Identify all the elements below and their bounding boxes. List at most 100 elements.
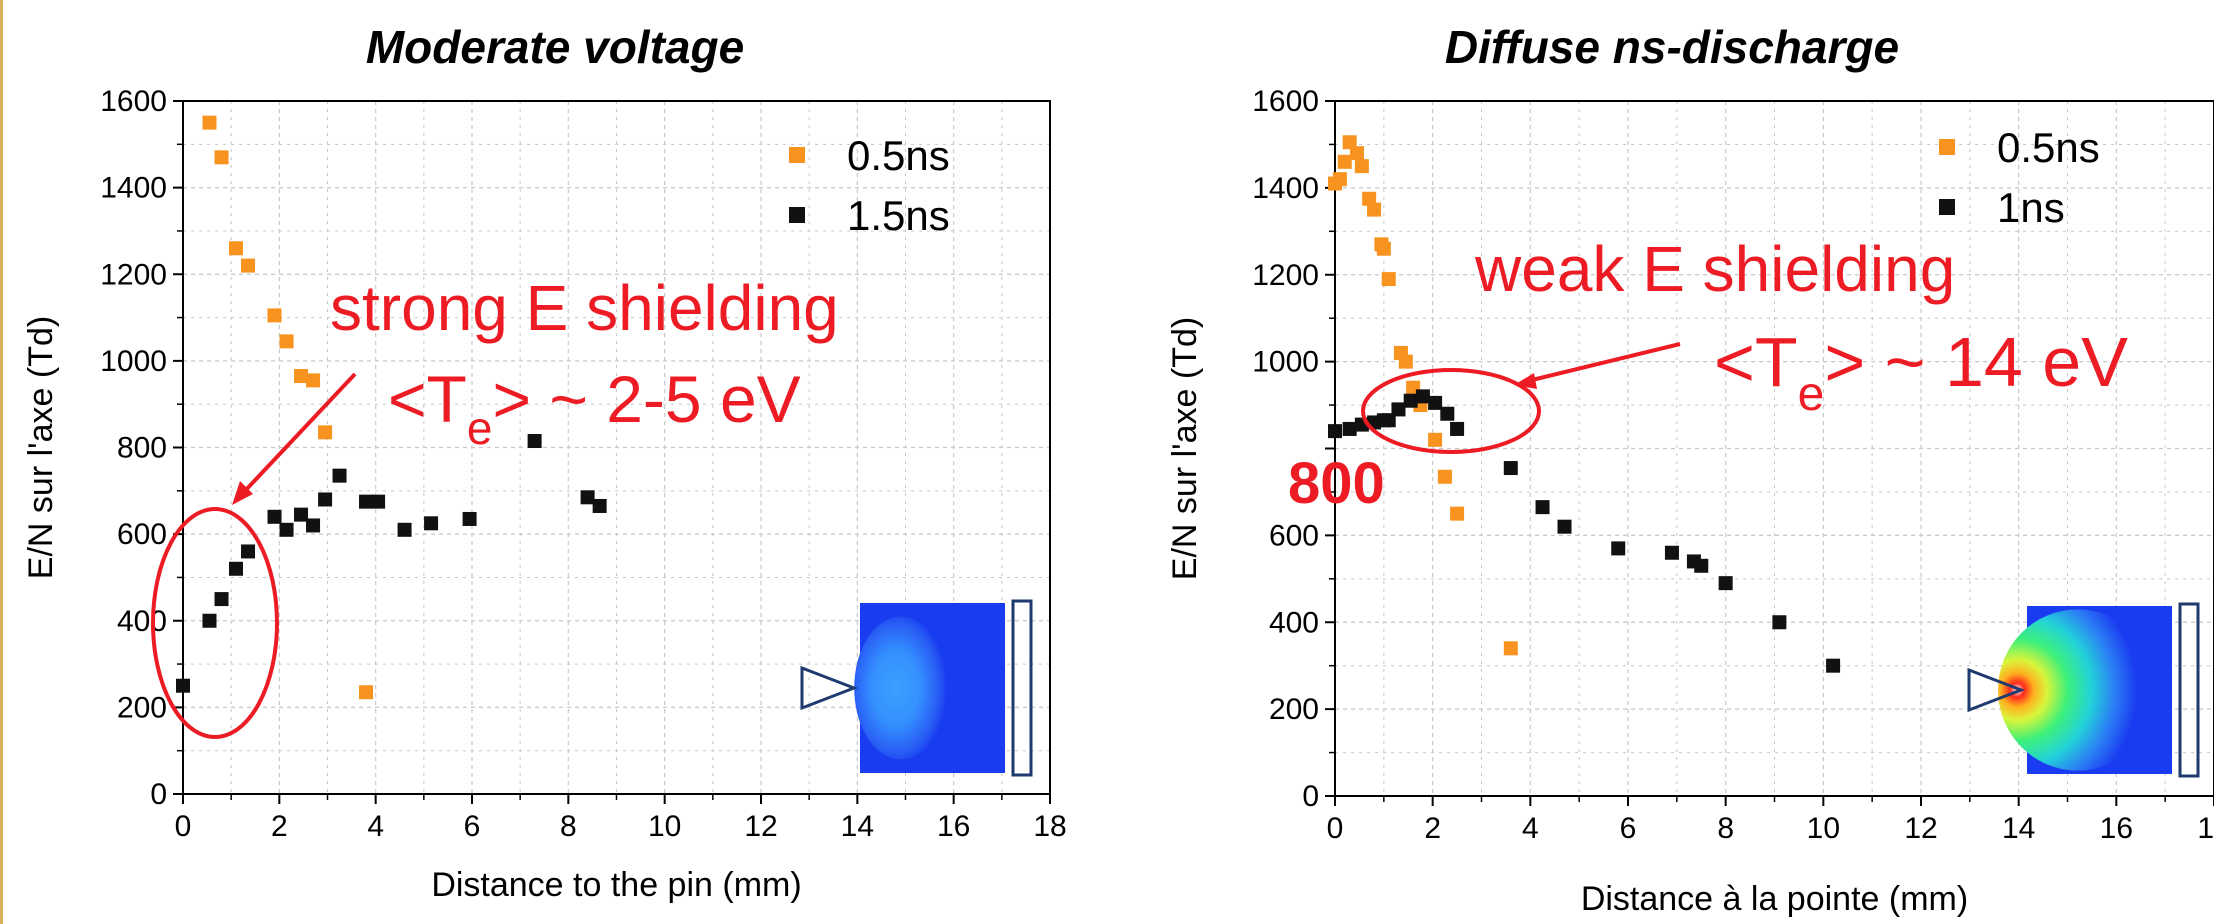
data-point-black <box>1428 395 1443 410</box>
annotation-arrow-line <box>241 372 357 495</box>
data-point-black <box>424 516 439 531</box>
plane-electrode-icon <box>2178 602 2200 778</box>
legend-marker <box>1939 199 1955 215</box>
chart-panel-diffuse-ns-discharge: Diffuse ns-discharge 0 2 4 6 8 10 12 14 16 18 0 200… <box>1130 0 2214 924</box>
pin-electrode-icon <box>1967 667 2026 713</box>
legend-label: 0.5ns <box>847 132 950 179</box>
x-axis-title: Distance to the pin (mm) <box>431 866 801 904</box>
left-accent-line <box>0 0 3 924</box>
annotation-arrow-line <box>1527 342 1681 383</box>
data-point-orange <box>267 308 282 323</box>
data-point-black <box>1440 406 1455 421</box>
data-point-orange <box>1376 241 1391 256</box>
x-tick-label: 14 <box>2002 812 2035 845</box>
legend-label: 1.5ns <box>847 192 950 239</box>
data-point-orange <box>1337 154 1352 169</box>
y-tick-label: 200 <box>117 691 167 724</box>
data-point-orange <box>1349 146 1364 161</box>
legend-marker <box>789 147 805 163</box>
legend-label: 1ns <box>1997 184 2065 231</box>
data-point-black <box>241 544 256 559</box>
data-point-black <box>1557 519 1572 534</box>
annotation-ellipse <box>151 507 279 739</box>
data-point-orange <box>214 150 229 165</box>
data-point-black <box>1403 393 1418 408</box>
y-tick-label: 0 <box>1302 780 1319 813</box>
data-point-black <box>1772 615 1787 630</box>
data-point-black <box>214 592 229 607</box>
annotation-ellipse <box>1361 368 1541 454</box>
data-point-orange <box>1381 272 1396 287</box>
y-tick-label: 600 <box>117 518 167 551</box>
y-tick-label: 400 <box>1269 606 1319 639</box>
data-point-black <box>1718 576 1733 591</box>
data-point-black <box>306 518 321 533</box>
data-point-black <box>371 494 386 509</box>
annotation-arrowhead <box>232 481 253 505</box>
x-tick-label: 2 <box>271 810 288 843</box>
te-prefix: <T <box>388 362 467 436</box>
y-tick-label: 1000 <box>100 345 167 378</box>
y-tick-label: 800 <box>117 432 167 465</box>
data-point-black <box>1664 545 1679 560</box>
chart-diffuse-ns-discharge: 0 2 4 6 8 10 12 14 16 18 0 200 400 600 1000 1200 1400 160… <box>1166 85 2214 918</box>
y-axis-title: E/N sur l'axe (Td) <box>22 316 60 579</box>
data-point-black <box>592 498 607 513</box>
x-tick-label: 12 <box>744 810 777 843</box>
y-axis-title: E/N sur l'axe (Td) <box>1166 317 1204 580</box>
y-tick-label: 1000 <box>1252 346 1319 379</box>
data-point-orange <box>279 334 294 349</box>
data-point-orange <box>241 258 256 273</box>
y-tick-label: 200 <box>1269 693 1319 726</box>
data-point-orange <box>306 373 321 388</box>
simulation-inset <box>1967 602 2200 778</box>
y-tick-label: 1200 <box>100 258 167 291</box>
x-tick-label: 6 <box>1620 812 1637 845</box>
te-subscript: e <box>1798 368 1825 421</box>
data-point-orange <box>202 115 217 130</box>
te-suffix: > ~ 14 eV <box>1824 323 2128 401</box>
data-point-black <box>267 509 282 524</box>
annotation-weak-shielding: weak E shielding <box>1474 233 1955 305</box>
x-tick-label: 16 <box>937 810 970 843</box>
y-tick-label: 400 <box>117 605 167 638</box>
field-map-plume <box>1998 609 2158 771</box>
x-tick-label: 8 <box>1717 812 1734 845</box>
y-tick-label: 1600 <box>1252 85 1319 118</box>
x-tick-label: 14 <box>841 810 874 843</box>
x-tick-label: 0 <box>175 810 192 843</box>
x-tick-label: 10 <box>1807 812 1840 845</box>
chart-moderate-voltage: 0 2 4 6 8 10 12 14 16 18 0 200 400 600 800 1000 1200 1400… <box>22 85 1067 904</box>
simulation-inset <box>800 599 1033 777</box>
data-point-black <box>580 490 595 505</box>
data-point-orange <box>1503 641 1518 656</box>
data-point-black <box>176 678 190 693</box>
data-point-black <box>228 561 243 576</box>
data-point-orange <box>294 369 309 384</box>
x-axis-title: Distance à la pointe (mm) <box>1581 880 1968 918</box>
data-point-black <box>397 522 412 537</box>
data-point-orange <box>318 425 333 440</box>
data-point-black <box>1391 402 1406 417</box>
annotation-arrowhead <box>1514 373 1537 389</box>
data-point-orange <box>1428 432 1443 447</box>
data-point-black <box>1342 421 1357 436</box>
data-point-black <box>202 613 217 628</box>
plane-electrode-icon <box>1011 599 1033 777</box>
y-tick-label: 600 <box>1269 519 1319 552</box>
data-point-black <box>318 492 333 507</box>
y-tick-label: 1400 <box>1252 172 1319 205</box>
data-point-orange <box>1398 354 1413 369</box>
data-point-orange <box>228 241 243 256</box>
data-point-orange <box>359 685 374 700</box>
x-tick-label: 18 <box>2197 812 2214 845</box>
data-point-black <box>1826 658 1841 673</box>
x-tick-label: 18 <box>1033 810 1066 843</box>
data-point-orange <box>1367 202 1382 217</box>
data-point-black <box>1328 424 1342 439</box>
data-point-black <box>1694 558 1709 573</box>
data-point-orange <box>1354 159 1369 174</box>
y-tick-label: 1200 <box>1252 259 1319 292</box>
data-point-black <box>527 434 542 449</box>
data-point-black <box>1611 541 1626 556</box>
